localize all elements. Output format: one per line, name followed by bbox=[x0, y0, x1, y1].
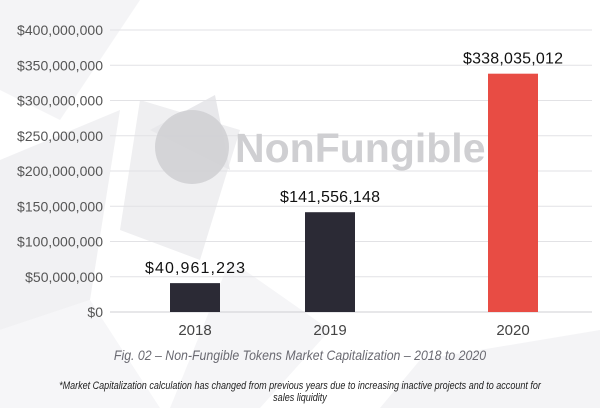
data-label: $338,035,012 bbox=[463, 51, 563, 68]
y-tick-label: $100,000,000 bbox=[17, 234, 103, 250]
figure-caption: Fig. 02 – Non-Fungible Tokens Market Cap… bbox=[113, 347, 487, 363]
y-tick-label: $250,000,000 bbox=[17, 128, 103, 144]
bar-2019 bbox=[305, 212, 355, 312]
svg-text:NonFungible: NonFungible bbox=[235, 125, 486, 171]
data-label: $40,961,223 bbox=[145, 260, 245, 277]
y-tick-label: $0 bbox=[87, 304, 103, 320]
x-tick-label: 2020 bbox=[496, 322, 529, 339]
y-tick-label: $50,000,000 bbox=[25, 269, 103, 285]
bar-2018 bbox=[170, 283, 220, 312]
data-label: $141,556,148 bbox=[280, 189, 380, 206]
y-tick-label: $200,000,000 bbox=[17, 163, 103, 179]
x-tick-label: 2018 bbox=[178, 322, 211, 339]
y-tick-label: $150,000,000 bbox=[17, 198, 103, 214]
x-tick-label: 2019 bbox=[313, 322, 346, 339]
y-tick-label: $350,000,000 bbox=[17, 57, 103, 73]
bar-2020 bbox=[488, 73, 538, 312]
footnote: *Market Capitalization calculation has c… bbox=[59, 380, 541, 404]
y-tick-label: $300,000,000 bbox=[17, 93, 103, 109]
y-tick-label: $400,000,000 bbox=[17, 22, 103, 38]
nonfungible-watermark: NonFungible bbox=[155, 110, 486, 184]
